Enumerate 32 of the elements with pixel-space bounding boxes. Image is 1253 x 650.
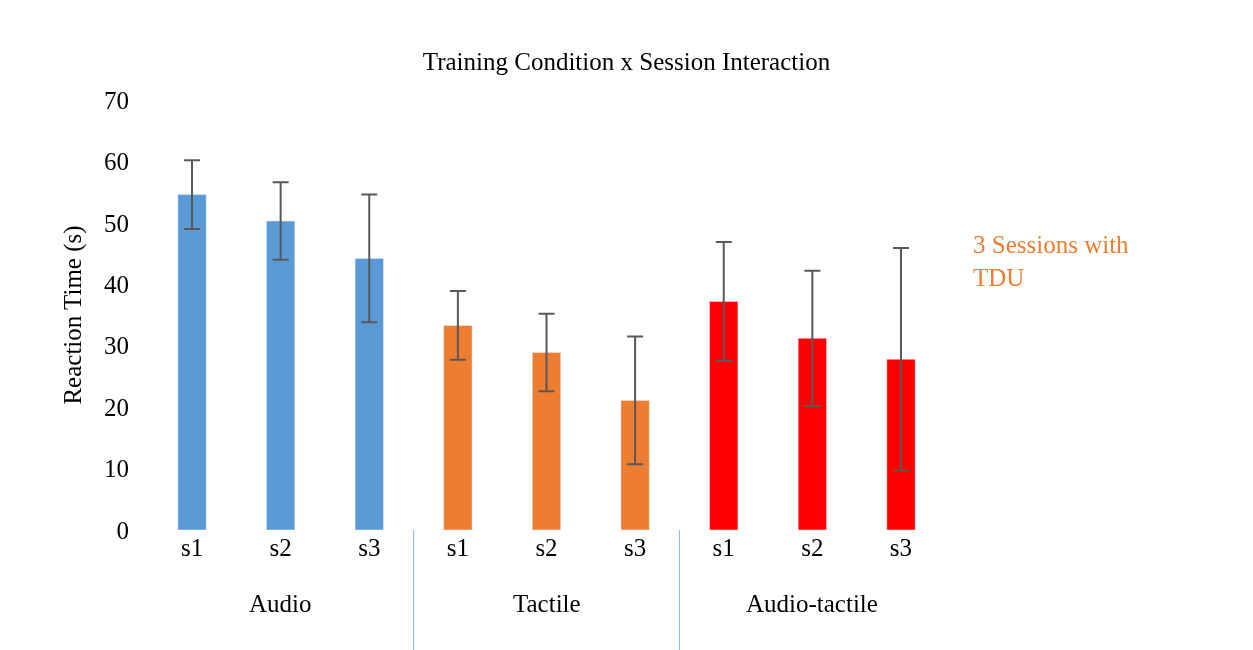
x-tick-label: s1 bbox=[712, 534, 735, 561]
x-tick-label: s3 bbox=[889, 534, 913, 561]
y-axis-title: Reaction Time (s) bbox=[58, 225, 87, 405]
y-tick-label: 40 bbox=[104, 271, 129, 299]
y-tick-label: 0 bbox=[116, 516, 129, 544]
y-tick-label: 60 bbox=[104, 148, 129, 176]
text: Audio-tactile bbox=[746, 590, 878, 617]
text: Tactile bbox=[513, 590, 581, 617]
x-tick-label: s3 bbox=[624, 534, 647, 561]
bar bbox=[354, 258, 384, 530]
y-tick-label: 30 bbox=[104, 332, 129, 360]
bar bbox=[443, 325, 473, 530]
text: Audio bbox=[249, 590, 312, 617]
bar bbox=[797, 338, 827, 530]
x-tick-label: s2 bbox=[535, 534, 558, 561]
bar bbox=[709, 301, 739, 530]
x-tick-label: s2 bbox=[269, 534, 292, 561]
bar bbox=[532, 352, 561, 530]
x-tick-label: s3 bbox=[358, 534, 381, 561]
y-tick-label: 70 bbox=[104, 86, 129, 114]
x-tick-label: s1 bbox=[446, 534, 469, 561]
bar bbox=[266, 220, 296, 530]
bar bbox=[886, 358, 916, 530]
y-tick-label: 10 bbox=[104, 455, 129, 483]
x-tick-label: s1 bbox=[180, 534, 204, 561]
bar bbox=[620, 400, 650, 530]
y-tick-label: 50 bbox=[104, 209, 129, 237]
bar bbox=[177, 194, 207, 530]
text: 3 Sessions with TDU bbox=[973, 231, 1130, 291]
x-tick-label: s2 bbox=[801, 534, 824, 561]
chart-title: Training Condition x Session Interaction bbox=[422, 47, 831, 75]
y-tick-label: 20 bbox=[104, 393, 129, 421]
